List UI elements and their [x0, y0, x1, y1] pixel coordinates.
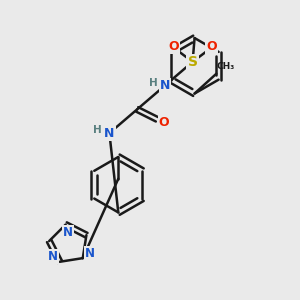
Text: O: O — [169, 40, 179, 53]
Text: N: N — [48, 250, 58, 263]
Text: CH₃: CH₃ — [216, 62, 235, 71]
Text: N: N — [63, 226, 73, 239]
Text: N: N — [85, 247, 95, 260]
Text: H: H — [93, 125, 102, 135]
Text: N: N — [160, 79, 170, 92]
Text: O: O — [159, 116, 169, 129]
Text: H: H — [148, 78, 157, 88]
Text: N: N — [104, 127, 115, 140]
Text: S: S — [188, 55, 198, 69]
Text: O: O — [206, 40, 217, 53]
